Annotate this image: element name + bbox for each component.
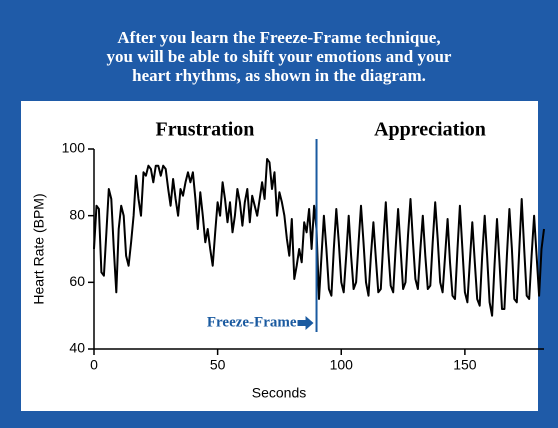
region-label: Appreciation <box>374 119 486 141</box>
y-tick-label: 60 <box>69 273 85 289</box>
heart-rate-line <box>93 158 545 317</box>
x-tick-label: 50 <box>210 357 226 373</box>
x-tick-label: 0 <box>90 357 98 373</box>
x-axis-label: Seconds <box>252 385 306 401</box>
freeze-frame-arrow <box>297 316 314 330</box>
title-line: heart rhythms, as shown in the diagram. <box>132 66 426 85</box>
x-tick-label: 150 <box>453 357 477 373</box>
y-tick-label: 80 <box>69 206 85 222</box>
y-tick-label: 100 <box>62 140 86 156</box>
x-tick-label: 100 <box>330 357 354 373</box>
region-label: Frustration <box>156 119 255 141</box>
title-line: After you learn the Freeze-Frame techniq… <box>117 28 440 47</box>
title-line: you will be able to shift your emotions … <box>107 47 452 66</box>
y-tick-label: 40 <box>69 340 85 356</box>
panel <box>21 101 538 411</box>
y-axis-label: Heart Rate (BPM) <box>31 193 47 304</box>
freeze-frame-label: Freeze-Frame <box>207 314 297 330</box>
